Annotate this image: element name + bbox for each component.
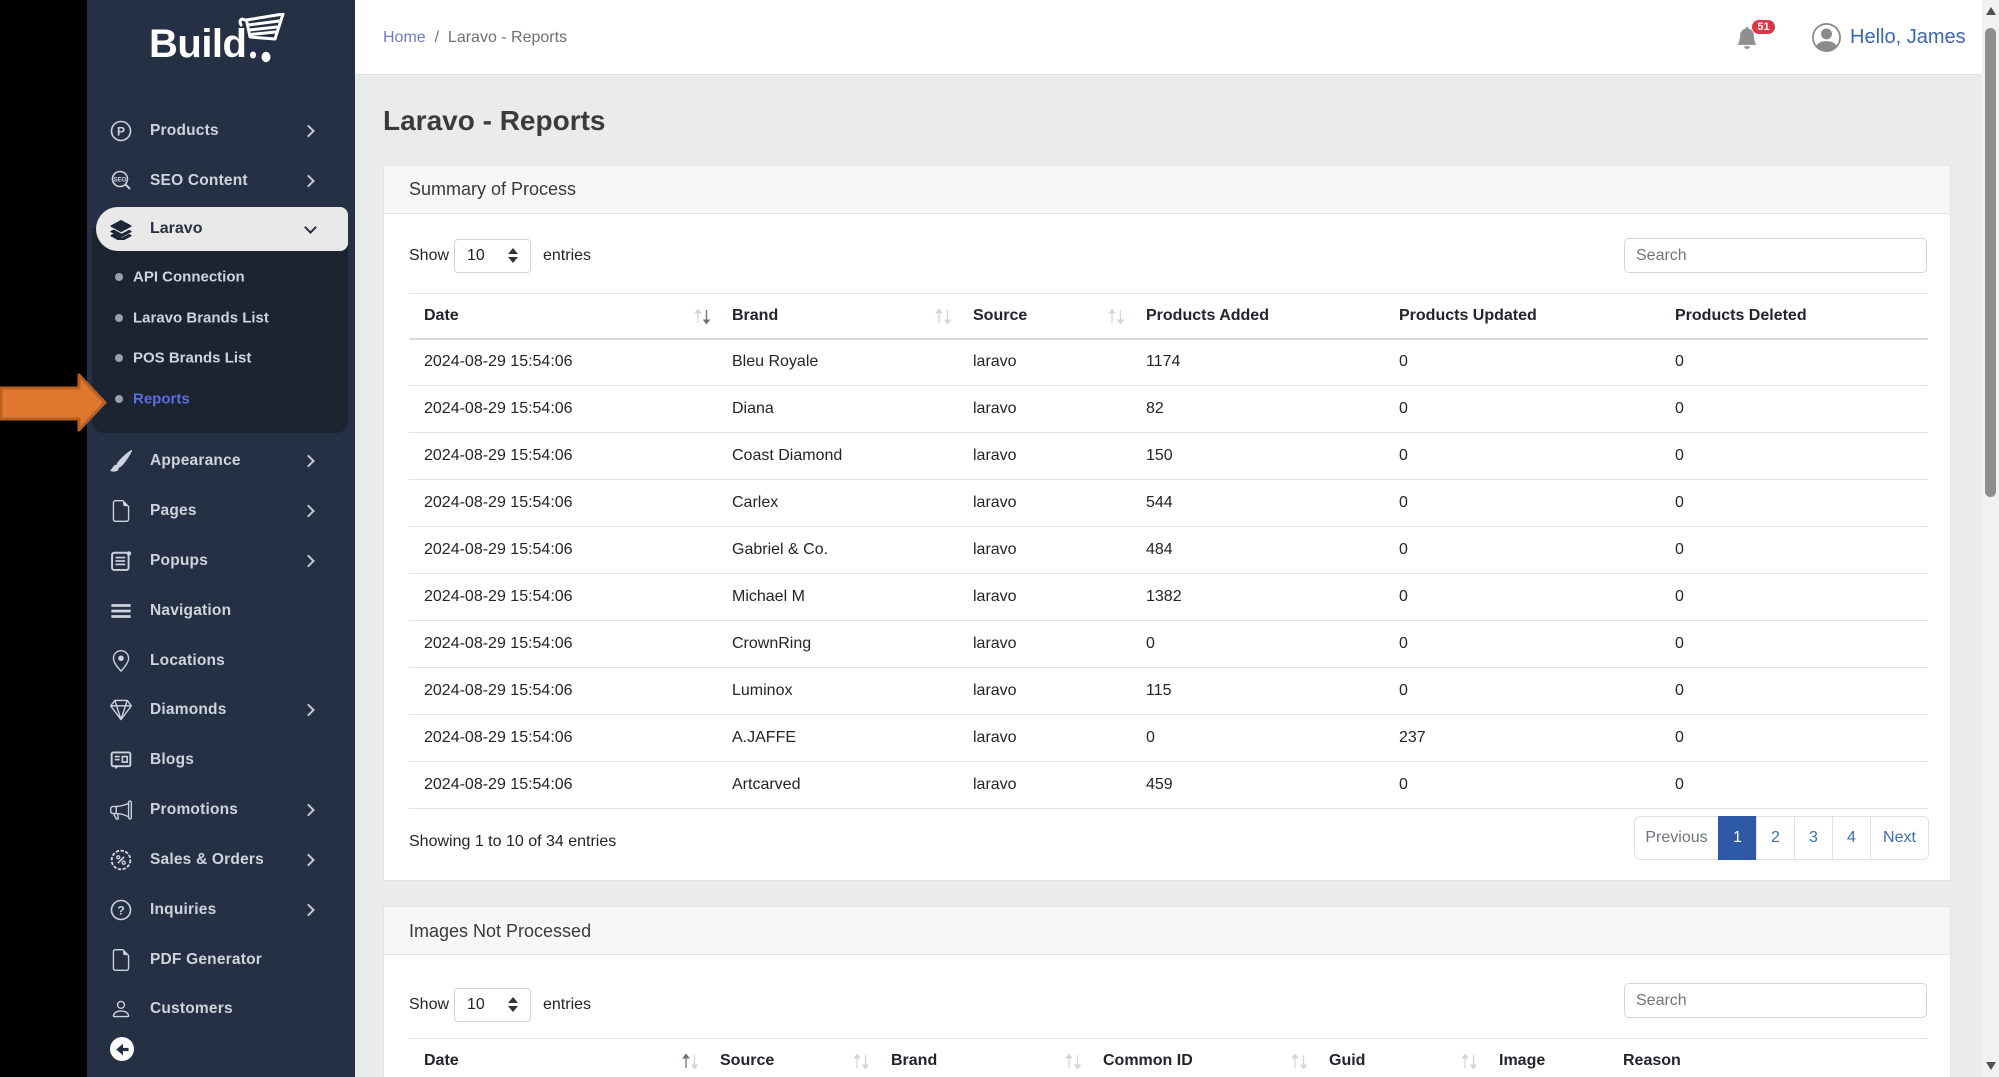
svg-text:SEO: SEO [114, 178, 127, 184]
svg-text:P: P [117, 125, 125, 139]
svg-text:?: ? [117, 904, 124, 918]
